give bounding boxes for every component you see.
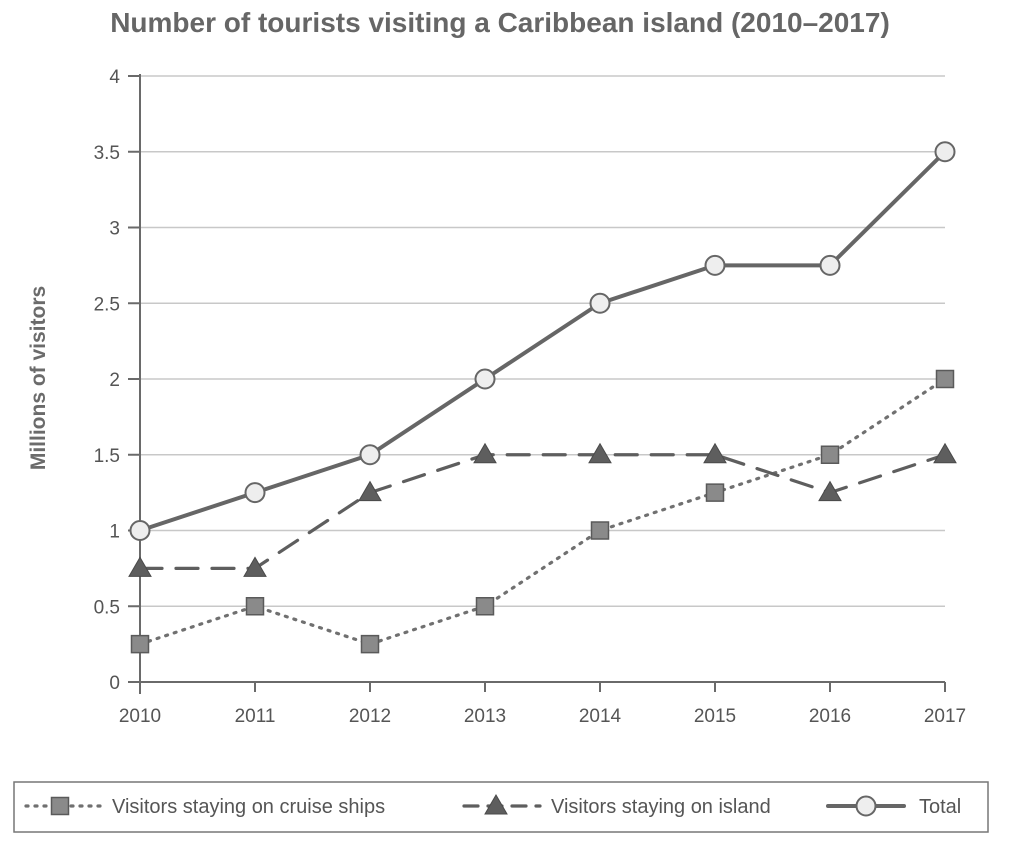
data-point-triangle bbox=[588, 442, 612, 464]
legend-item-square: Visitors staying on cruise ships bbox=[24, 796, 385, 818]
y-tick-label: 4 bbox=[109, 67, 120, 88]
data-point-triangle bbox=[358, 480, 382, 502]
data-point-triangle bbox=[703, 442, 727, 464]
series-line bbox=[138, 149, 947, 533]
data-point-circle bbox=[359, 444, 381, 466]
data-point-circle bbox=[589, 292, 611, 314]
axes bbox=[128, 74, 946, 694]
y-axis-label: Millions of visitors bbox=[27, 286, 50, 470]
legend-label: Visitors staying on island bbox=[551, 796, 771, 818]
legend: Visitors staying on cruise ships Visitors… bbox=[13, 781, 989, 833]
data-point-triangle bbox=[933, 442, 957, 464]
data-point-square bbox=[475, 597, 495, 616]
data-point-circle bbox=[474, 368, 496, 390]
series-lines bbox=[128, 141, 957, 654]
data-point-triangle bbox=[473, 442, 497, 464]
y-tick-label: 3 bbox=[109, 219, 120, 240]
series-square bbox=[130, 369, 955, 654]
data-point-square bbox=[245, 597, 265, 616]
data-point-square bbox=[705, 483, 725, 502]
data-point-circle bbox=[704, 254, 726, 276]
data-point-square bbox=[360, 634, 380, 654]
legend-item-triangle: Visitors staying on island bbox=[462, 794, 771, 818]
data-point-triangle bbox=[818, 480, 842, 502]
x-tick-label: 2012 bbox=[349, 706, 391, 727]
data-point-square bbox=[820, 445, 840, 464]
x-tick-label: 2010 bbox=[119, 706, 161, 727]
x-tick-label: 2017 bbox=[924, 706, 966, 727]
data-point-circle bbox=[244, 482, 266, 504]
data-point-square bbox=[935, 369, 955, 389]
data-point-triangle bbox=[243, 556, 267, 577]
y-tick-label: 0 bbox=[109, 673, 120, 694]
legend-marker-circle bbox=[855, 795, 877, 817]
legend-item-circle: Total bbox=[826, 795, 961, 818]
y-tick-label: 1.5 bbox=[94, 446, 120, 467]
data-point-circle bbox=[819, 254, 841, 276]
series-line bbox=[138, 453, 947, 570]
y-tick-label: 2 bbox=[109, 370, 120, 391]
legend-marker-square bbox=[50, 796, 70, 816]
chart-title: Number of tourists visiting a Caribbean … bbox=[110, 7, 890, 38]
data-point-circle bbox=[129, 520, 151, 541]
y-tick-label: 3.5 bbox=[94, 143, 120, 164]
data-point-circle bbox=[934, 141, 956, 163]
data-point-triangle bbox=[128, 556, 152, 577]
x-tick-label: 2016 bbox=[809, 706, 851, 727]
legend-label: Total bbox=[919, 796, 961, 818]
series-triangle bbox=[128, 442, 957, 577]
y-tick-label: 1 bbox=[109, 522, 120, 543]
x-tick-label: 2011 bbox=[235, 706, 276, 727]
y-tick-label: 0.5 bbox=[94, 597, 120, 618]
data-point-square bbox=[590, 521, 610, 540]
x-tick-label: 2015 bbox=[694, 706, 736, 727]
series-circle bbox=[129, 141, 956, 541]
legend-label: Visitors staying on cruise ships bbox=[112, 796, 385, 818]
tick-labels: 0 0.5 1 1.5 2 2.5 3 3.5 4 2010 2011 2012 2013 2014 201… bbox=[94, 67, 967, 727]
x-tick-label: 2013 bbox=[464, 706, 506, 727]
y-tick-label: 2.5 bbox=[94, 294, 120, 315]
legend-marker-triangle bbox=[484, 794, 508, 815]
x-tick-label: 2014 bbox=[579, 706, 622, 727]
data-point-square bbox=[130, 634, 150, 654]
series-line bbox=[138, 377, 947, 646]
